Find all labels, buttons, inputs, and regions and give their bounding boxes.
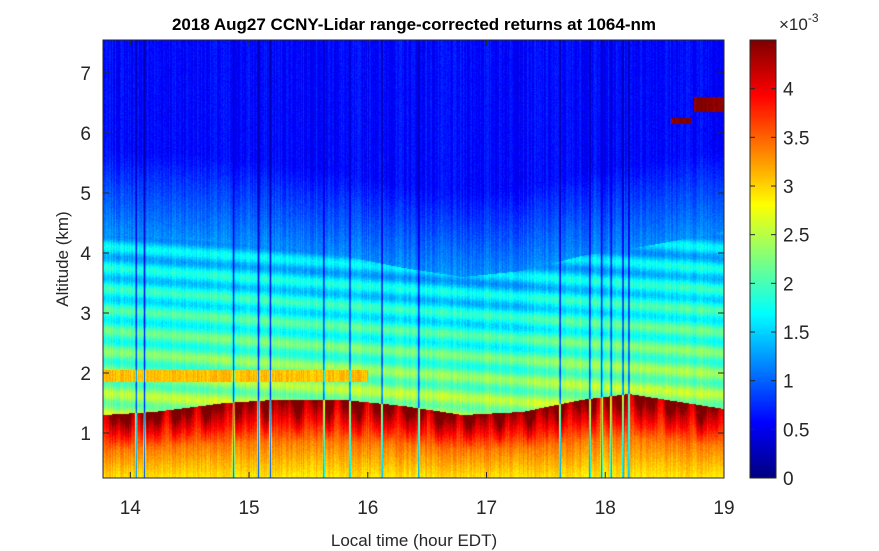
colorbar-tick-label: 1 — [783, 372, 794, 393]
y-tick-label: 6 — [80, 124, 91, 145]
colorbar-tick-label: 4 — [783, 80, 794, 101]
x-tick-label: 19 — [713, 498, 734, 519]
colorbar-tick-label: 0.5 — [783, 420, 809, 441]
x-axis: 14 15 16 17 18 19 — [120, 40, 735, 519]
heatmap-canvas — [103, 40, 724, 478]
colorbar-tick-label: 3 — [783, 177, 794, 198]
y-tick-label: 2 — [80, 364, 91, 385]
colorbar-tick-label: 3.5 — [783, 128, 809, 149]
y-tick-label: 5 — [80, 184, 91, 205]
colorbar-ticks: 0 0.5 1 1.5 2 2.5 3 3.5 4 — [750, 80, 809, 490]
colorbar-tick-label: 0 — [783, 469, 794, 490]
colorbar-tick-label: 2 — [783, 274, 794, 295]
y-axis: 1 2 3 4 5 6 7 — [80, 64, 724, 445]
y-axis-label: Altitude (km) — [53, 211, 72, 306]
x-tick-label: 14 — [120, 498, 142, 519]
y-tick-label: 4 — [80, 244, 91, 265]
x-tick-label: 17 — [476, 498, 497, 519]
colorbar-frame — [749, 39, 777, 479]
chart-title: 2018 Aug27 CCNY-Lidar range-corrected re… — [172, 15, 656, 34]
colorbar-tick-label: 1.5 — [783, 323, 809, 344]
x-tick-label: 16 — [357, 498, 378, 519]
plot-frame — [102, 39, 725, 479]
y-tick-label: 1 — [80, 424, 91, 445]
colorbar-tick-label: 2.5 — [783, 226, 809, 247]
y-tick-label: 3 — [80, 304, 91, 325]
x-axis-label: Local time (hour EDT) — [331, 531, 497, 550]
colorbar-area — [750, 40, 776, 478]
y-tick-label: 7 — [80, 64, 91, 85]
x-tick-label: 15 — [238, 498, 259, 519]
x-tick-label: 18 — [595, 498, 616, 519]
heatmap-area — [103, 40, 724, 478]
colorbar-canvas — [750, 40, 776, 478]
colorbar-multiplier: ×10-3 — [779, 11, 819, 34]
